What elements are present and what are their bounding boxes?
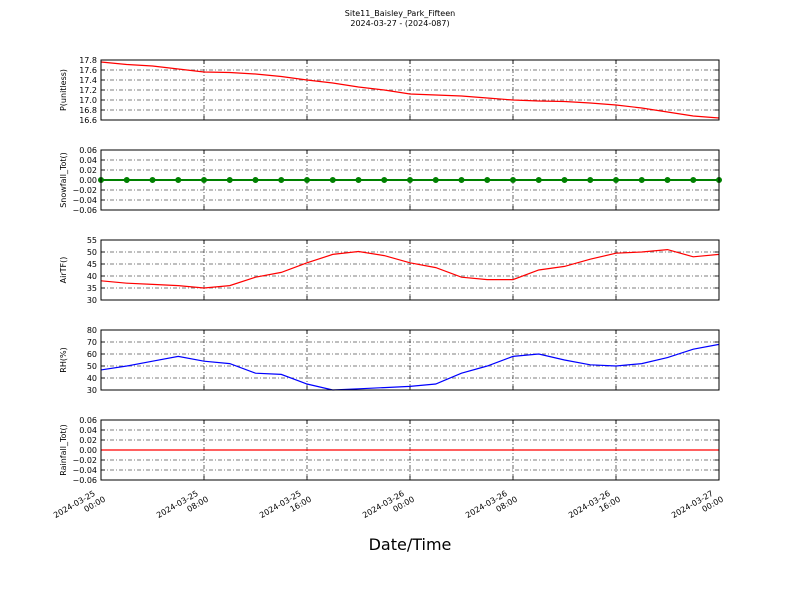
y-tick-label: 0.06 bbox=[79, 416, 97, 425]
y-axis-label: AirTF() bbox=[59, 257, 68, 284]
y-axis-label: RH(%) bbox=[59, 347, 68, 372]
y-tick-label: 0.02 bbox=[79, 166, 97, 175]
x-tick-label: 2024-03-2616:00 bbox=[567, 486, 622, 529]
y-tick-label: 40 bbox=[87, 374, 97, 383]
y-tick-label: −0.06 bbox=[72, 206, 97, 215]
data-point bbox=[201, 177, 207, 183]
data-point bbox=[664, 177, 671, 183]
data-point bbox=[587, 177, 594, 183]
data-point bbox=[613, 177, 619, 183]
data-point bbox=[175, 177, 182, 183]
y-tick-label: 0.04 bbox=[79, 156, 97, 165]
y-tick-label: 0.02 bbox=[79, 436, 97, 445]
data-line bbox=[100, 343, 720, 391]
y-tick-label: 40 bbox=[87, 272, 97, 281]
y-tick-label: 30 bbox=[87, 296, 97, 305]
data-point bbox=[407, 177, 413, 183]
data-point bbox=[510, 177, 516, 183]
figure-title: Site11_Baisley_Park_Fifteen bbox=[345, 9, 455, 18]
y-tick-label: 17.2 bbox=[79, 86, 97, 95]
plot-frame bbox=[100, 59, 720, 121]
y-tick-label: 55 bbox=[87, 236, 97, 245]
x-tick-label: 2024-03-2600:00 bbox=[361, 486, 416, 529]
x-tick-label: 2024-03-2516:00 bbox=[258, 486, 313, 529]
y-tick-label: 50 bbox=[87, 248, 97, 257]
y-tick-label: 16.6 bbox=[79, 116, 97, 125]
y-tick-label: −0.02 bbox=[72, 456, 97, 465]
y-tick-label: 35 bbox=[87, 284, 97, 293]
data-point bbox=[638, 177, 645, 183]
y-tick-label: 17.6 bbox=[79, 66, 97, 75]
data-point bbox=[535, 177, 542, 183]
data-point bbox=[484, 177, 491, 183]
y-axis-label: Rainfall_Tot() bbox=[59, 424, 68, 476]
plot-frame bbox=[100, 149, 720, 211]
y-tick-label: 45 bbox=[87, 260, 97, 269]
y-tick-label: 0.00 bbox=[79, 446, 97, 455]
x-axis-label: Date/Time bbox=[369, 535, 452, 554]
y-tick-label: 50 bbox=[87, 362, 97, 371]
y-axis-label: Snowfall_Tot() bbox=[59, 152, 68, 208]
data-point bbox=[123, 177, 130, 183]
y-tick-label: −0.04 bbox=[72, 196, 97, 205]
y-tick-label: −0.02 bbox=[72, 186, 97, 195]
y-tick-label: 0.04 bbox=[79, 426, 97, 435]
y-tick-label: 0.06 bbox=[79, 146, 97, 155]
y-tick-label: 0.00 bbox=[79, 176, 97, 185]
y-tick-label: 17.0 bbox=[79, 96, 97, 105]
x-tick-label: 2024-03-2700:00 bbox=[670, 486, 725, 529]
y-tick-label: 70 bbox=[87, 338, 97, 347]
data-point bbox=[304, 177, 310, 183]
plot-frame bbox=[100, 419, 720, 481]
data-line bbox=[100, 61, 720, 119]
x-tick-label: 2024-03-2500:00 bbox=[52, 486, 107, 529]
data-point bbox=[355, 177, 362, 183]
data-point bbox=[458, 177, 465, 183]
data-point bbox=[226, 177, 233, 183]
data-line bbox=[100, 248, 720, 289]
y-axis-label: P(unitless) bbox=[59, 69, 68, 111]
data-point bbox=[149, 177, 156, 183]
y-tick-label: 30 bbox=[87, 386, 97, 395]
y-tick-label: 16.8 bbox=[79, 106, 97, 115]
data-point bbox=[278, 177, 285, 183]
data-point bbox=[381, 177, 388, 183]
x-tick-label: 2024-03-2508:00 bbox=[155, 486, 210, 529]
data-point bbox=[252, 177, 259, 183]
data-point bbox=[432, 177, 439, 183]
y-tick-label: 17.4 bbox=[79, 76, 97, 85]
plot-frame bbox=[100, 329, 720, 391]
y-tick-label: −0.04 bbox=[72, 466, 97, 475]
data-point bbox=[329, 177, 336, 183]
y-tick-label: −0.06 bbox=[72, 476, 97, 485]
y-tick-label: 80 bbox=[87, 326, 97, 335]
figure-subtitle: 2024-03-27 - (2024-087) bbox=[350, 19, 449, 28]
y-tick-label: 60 bbox=[87, 350, 97, 359]
data-point bbox=[690, 177, 697, 183]
data-point bbox=[561, 177, 568, 183]
x-tick-label: 2024-03-2608:00 bbox=[464, 486, 519, 529]
plot-frame bbox=[100, 239, 720, 301]
y-tick-label: 17.8 bbox=[79, 56, 97, 65]
